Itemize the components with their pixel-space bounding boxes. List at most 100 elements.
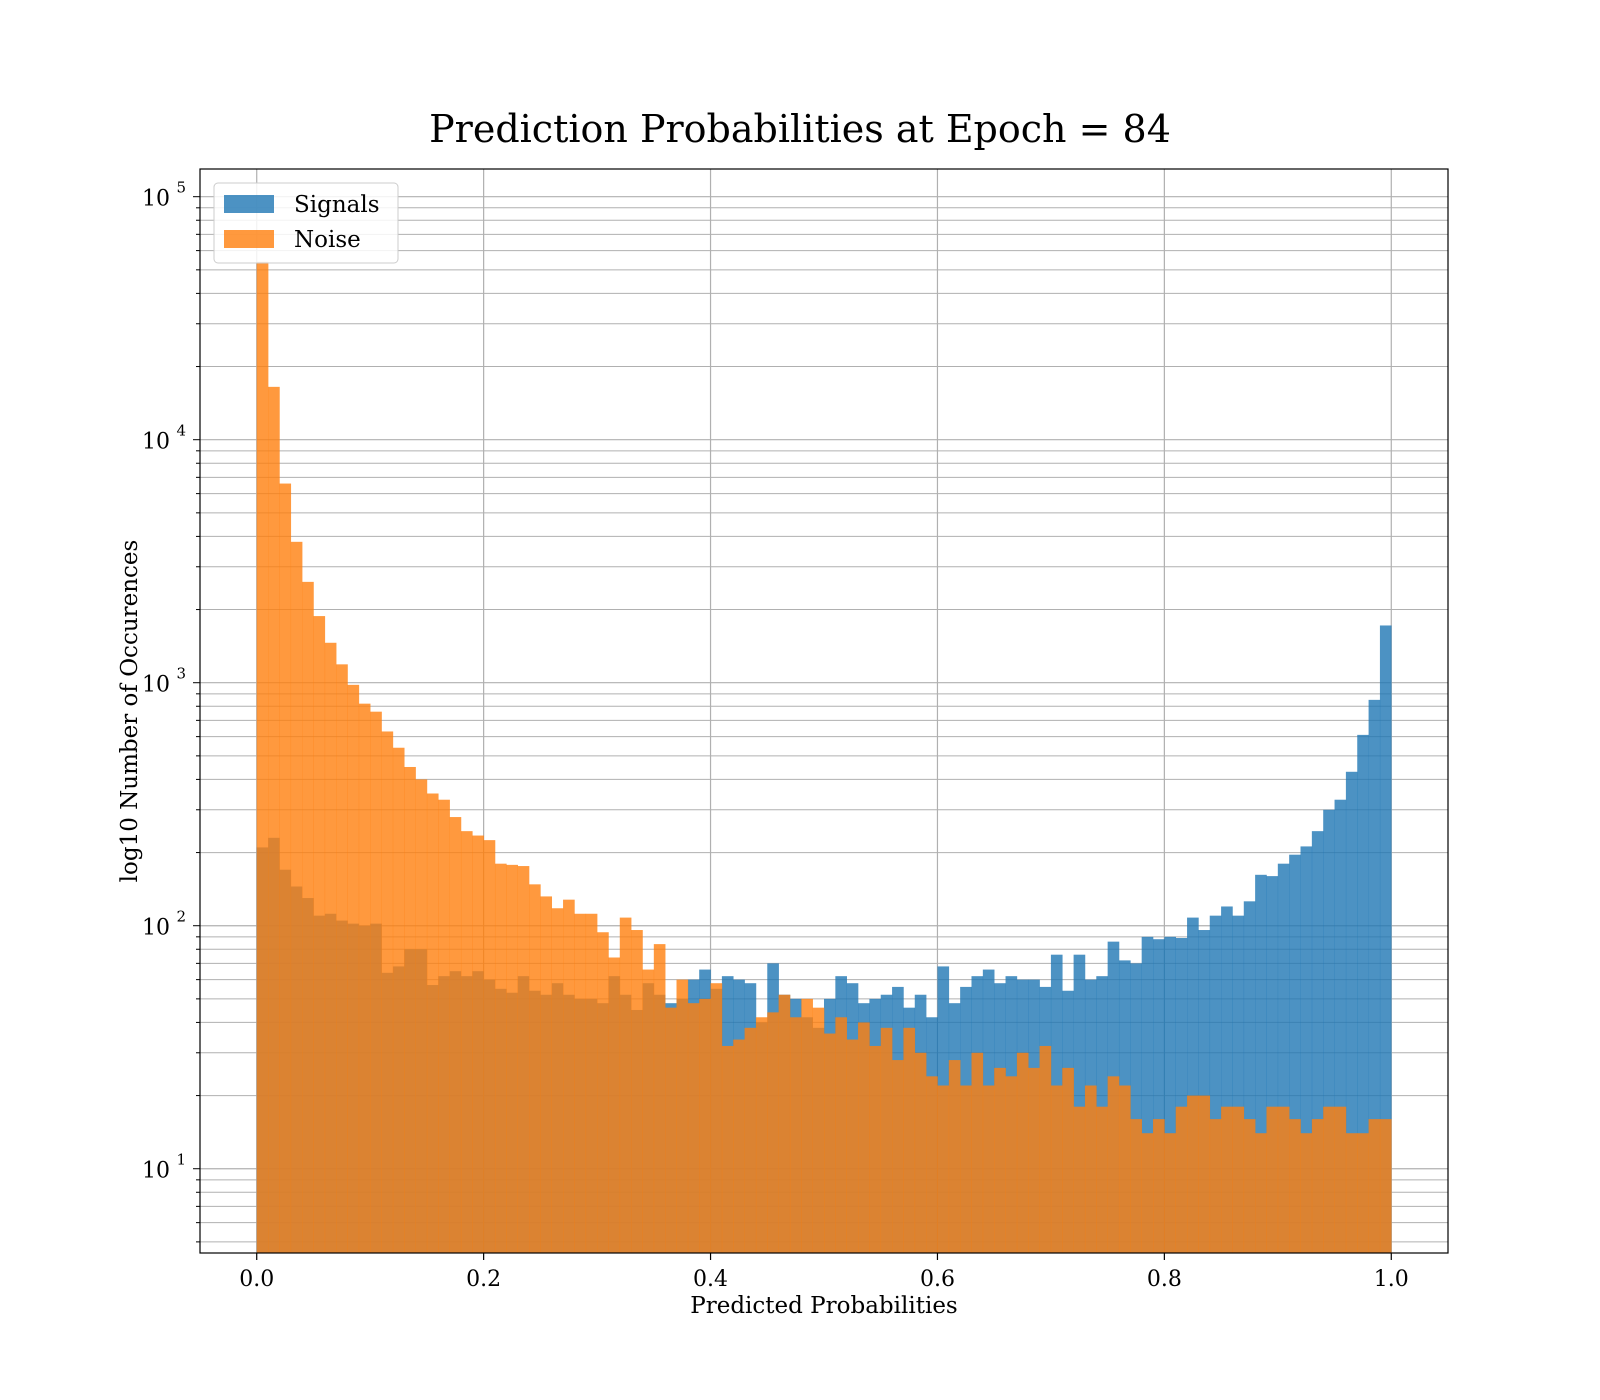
y-tick-label: 10 [142, 916, 170, 941]
bar-signals [1266, 876, 1279, 1253]
bar-noise [982, 1085, 995, 1253]
bar-noise [313, 616, 326, 1253]
bar-noise [1198, 1095, 1211, 1253]
x-tick-label: 0.6 [920, 1267, 955, 1292]
bar-noise [256, 261, 269, 1253]
bar-noise [1266, 1106, 1279, 1253]
bar-signals [1323, 809, 1335, 1253]
bar-noise [1368, 1119, 1381, 1253]
bar-noise [1050, 1085, 1063, 1253]
y-tick-exponent: 4 [176, 422, 186, 440]
bar-noise [1323, 1106, 1335, 1253]
bar-noise [347, 684, 360, 1253]
legend-swatch-noise [224, 230, 274, 248]
bar-noise [619, 917, 632, 1253]
bar-noise [642, 969, 655, 1253]
legend-label-signals: Signals [294, 192, 380, 218]
y-tick-exponent: 3 [176, 665, 186, 683]
bar-signals [1289, 854, 1301, 1253]
x-tick-label: 0.0 [239, 1267, 274, 1292]
bar-noise [1289, 1119, 1301, 1253]
x-tick-label: 0.2 [466, 1267, 501, 1292]
bar-noise [494, 863, 507, 1253]
bar-noise [1130, 1119, 1142, 1253]
bar-signals [1073, 954, 1086, 1253]
legend: Signals Noise [213, 182, 399, 264]
bar-noise [608, 957, 621, 1253]
bar-noise [302, 581, 314, 1253]
bar-noise [778, 994, 791, 1253]
bar-noise [449, 817, 462, 1253]
bar-noise [438, 799, 450, 1253]
bar-noise [1164, 1133, 1177, 1253]
bar-signals [1379, 625, 1392, 1253]
bar-noise [903, 1027, 916, 1253]
bar-noise [279, 483, 292, 1253]
bar-signals [1277, 863, 1290, 1253]
x-tick-label: 1.0 [1374, 1267, 1409, 1292]
bar-signals [1300, 846, 1313, 1253]
bar-signals [1311, 831, 1324, 1253]
bar-noise [994, 1067, 1006, 1253]
bar-noise [755, 1017, 768, 1253]
bar-noise [835, 1017, 847, 1253]
bar-noise [392, 747, 405, 1253]
bar-signals [1164, 936, 1177, 1253]
bar-noise [892, 1060, 904, 1253]
bar-noise [370, 711, 382, 1253]
bar-noise [585, 913, 598, 1253]
bar-noise [517, 866, 530, 1253]
bar-noise [676, 979, 689, 1253]
bar-signals [1232, 915, 1245, 1253]
bar-noise [1039, 1045, 1052, 1253]
bar-signals [1357, 734, 1369, 1253]
bar-noise [529, 884, 541, 1253]
bar-noise [1016, 1052, 1029, 1253]
bar-noise [1084, 1085, 1097, 1253]
bar-noise [597, 932, 609, 1253]
x-tick-label: 0.8 [1147, 1267, 1182, 1292]
bar-noise [551, 908, 564, 1253]
bar-noise [767, 1012, 779, 1253]
bar-signals [1334, 799, 1347, 1253]
y-tick-label: 10 [142, 187, 170, 212]
x-tick-label: 0.4 [693, 1267, 728, 1292]
y-tick-exponent: 5 [176, 179, 186, 197]
bar-noise [721, 1045, 734, 1253]
bar-noise [733, 1039, 745, 1253]
bar-noise [824, 1033, 836, 1253]
bar-noise [869, 1045, 882, 1253]
bar-noise [880, 1027, 893, 1253]
bar-signals [1255, 874, 1267, 1253]
bar-noise [1153, 1119, 1165, 1253]
legend-swatch-signals [224, 195, 274, 213]
legend-label-noise: Noise [294, 227, 361, 253]
chart-title: Prediction Probabilities at Epoch = 84 [429, 107, 1171, 151]
bar-noise [631, 930, 643, 1253]
y-tick-exponent: 2 [176, 908, 186, 926]
bar-signals [1153, 939, 1165, 1253]
bar-noise [1187, 1095, 1199, 1253]
bar-noise [1379, 1119, 1392, 1253]
y-tick-exponent: 1 [176, 1151, 186, 1169]
bar-signals [1187, 917, 1199, 1253]
bar-noise [687, 1003, 700, 1253]
bar-noise [1107, 1076, 1120, 1253]
bar-signals [1141, 936, 1154, 1253]
bar-noise [290, 541, 303, 1253]
bar-noise [1062, 1067, 1074, 1253]
bar-signals [1368, 699, 1381, 1253]
bar-noise [1073, 1106, 1086, 1253]
bar-noise [574, 913, 587, 1253]
bar-noise [268, 386, 280, 1253]
bar-noise [1277, 1106, 1290, 1253]
bar-noise [1028, 1067, 1040, 1253]
bar-noise [1300, 1133, 1313, 1253]
bar-noise [801, 998, 813, 1253]
bar-noise [914, 1052, 927, 1253]
bar-noise [358, 703, 371, 1253]
x-axis-label: Predicted Probabilities [690, 1293, 958, 1319]
bar-noise [665, 1007, 677, 1253]
bar-noise [937, 1085, 950, 1253]
